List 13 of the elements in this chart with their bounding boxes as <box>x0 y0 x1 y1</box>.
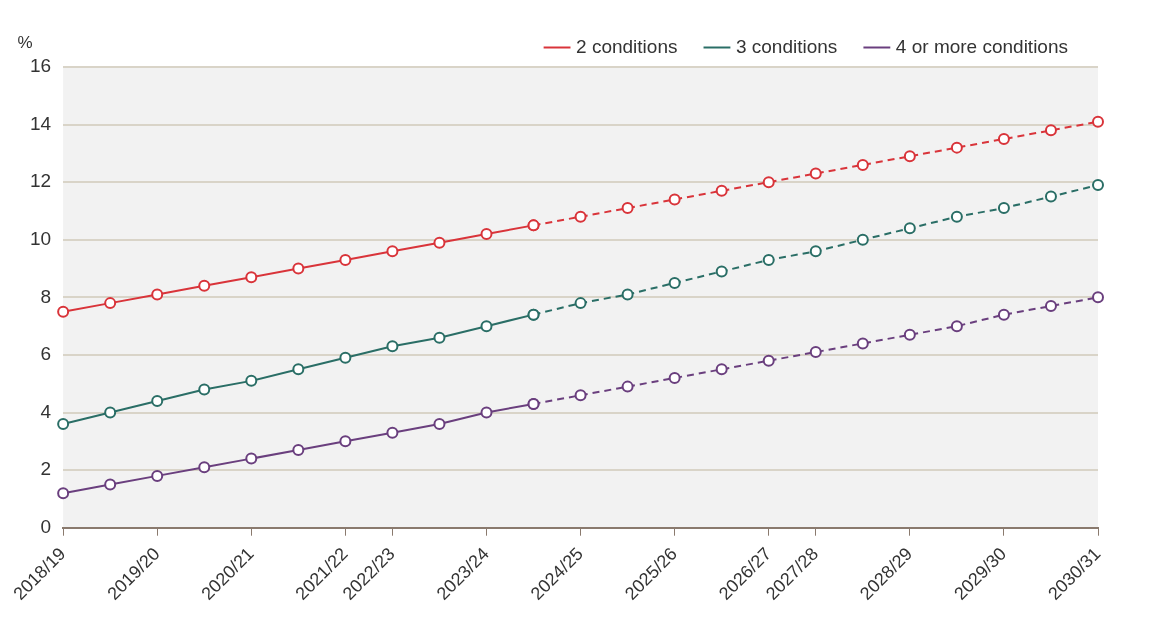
y-tick-label: 10 <box>29 228 52 249</box>
y-axis-title: % <box>17 32 33 52</box>
y-tick-label: 0 <box>40 515 52 537</box>
y-tick-label: 8 <box>40 285 52 307</box>
y-tick-label: 12 <box>29 170 52 192</box>
y-tick-label: 6 <box>40 343 52 365</box>
y-tick-label: 14 <box>29 112 52 134</box>
legend-label: 4 or more conditions <box>895 35 1069 57</box>
y-tick-label: 16 <box>29 55 52 77</box>
legend-label: 3 conditions <box>735 35 838 57</box>
y-tick-label: 2 <box>40 458 52 480</box>
y-tick-label: 4 <box>40 400 52 422</box>
legend-label: 2 conditions <box>576 35 678 57</box>
